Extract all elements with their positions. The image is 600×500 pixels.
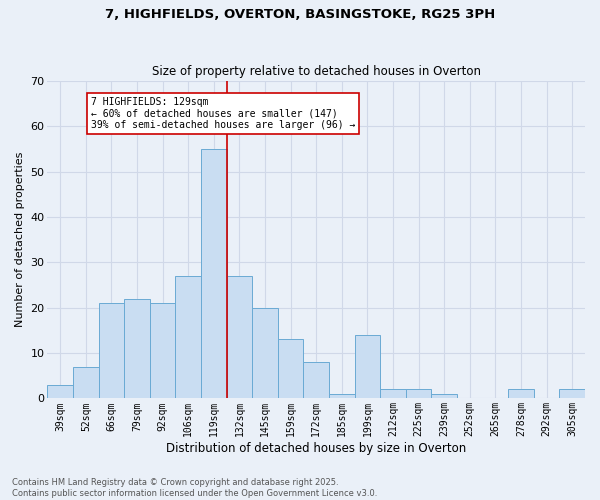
X-axis label: Distribution of detached houses by size in Overton: Distribution of detached houses by size …: [166, 442, 466, 455]
Bar: [98, 303, 124, 398]
Bar: [304, 362, 329, 399]
Bar: [431, 394, 457, 398]
Bar: [406, 390, 431, 398]
Y-axis label: Number of detached properties: Number of detached properties: [15, 152, 25, 328]
Bar: [329, 394, 355, 398]
Title: Size of property relative to detached houses in Overton: Size of property relative to detached ho…: [152, 66, 481, 78]
Text: 7, HIGHFIELDS, OVERTON, BASINGSTOKE, RG25 3PH: 7, HIGHFIELDS, OVERTON, BASINGSTOKE, RG2…: [105, 8, 495, 20]
Bar: [124, 298, 150, 398]
Bar: [227, 276, 252, 398]
Bar: [508, 390, 534, 398]
Bar: [559, 390, 585, 398]
Bar: [201, 149, 227, 398]
Text: 7 HIGHFIELDS: 129sqm
← 60% of detached houses are smaller (147)
39% of semi-deta: 7 HIGHFIELDS: 129sqm ← 60% of detached h…: [91, 97, 355, 130]
Bar: [278, 340, 304, 398]
Bar: [47, 385, 73, 398]
Text: Contains HM Land Registry data © Crown copyright and database right 2025.
Contai: Contains HM Land Registry data © Crown c…: [12, 478, 377, 498]
Bar: [380, 390, 406, 398]
Bar: [175, 276, 201, 398]
Bar: [355, 335, 380, 398]
Bar: [252, 308, 278, 398]
Bar: [150, 303, 175, 398]
Bar: [73, 366, 98, 398]
